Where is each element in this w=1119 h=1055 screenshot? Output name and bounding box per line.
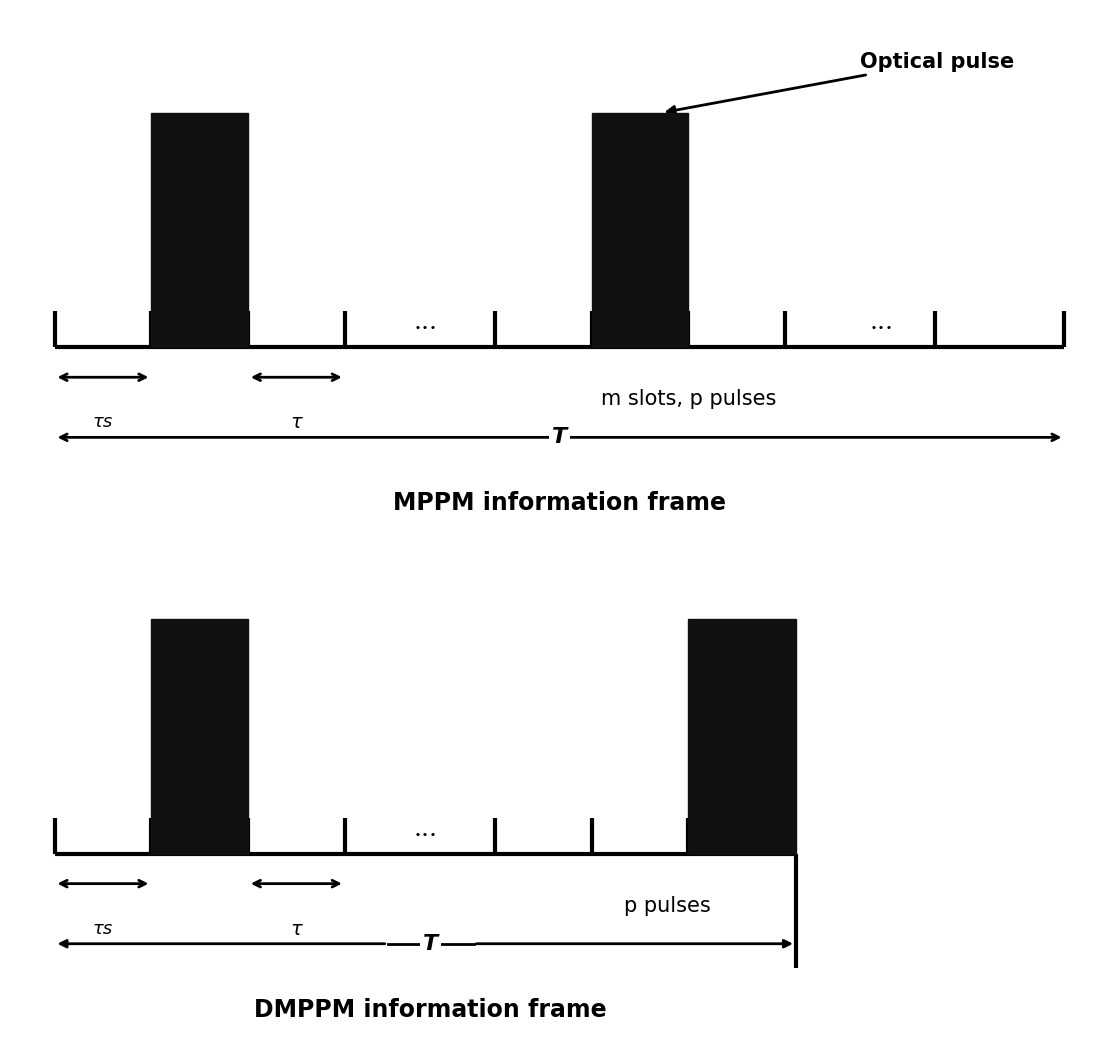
Text: τ: τ (291, 920, 302, 939)
Text: T: T (552, 427, 567, 447)
Text: Optical pulse: Optical pulse (667, 52, 1015, 114)
Bar (592, 113, 688, 347)
Bar (151, 619, 248, 853)
Text: τs: τs (93, 414, 113, 431)
Text: p pulses: p pulses (623, 896, 711, 916)
Bar (688, 619, 796, 853)
Text: ···: ··· (413, 825, 438, 847)
Text: τs: τs (93, 920, 113, 938)
Text: τ: τ (291, 414, 302, 433)
Text: MPPM information frame: MPPM information frame (393, 492, 726, 516)
Text: DMPPM information frame: DMPPM information frame (254, 998, 606, 1022)
Text: ···: ··· (869, 319, 894, 341)
Text: m slots, p pulses: m slots, p pulses (601, 389, 777, 409)
Text: T: T (423, 934, 439, 954)
Text: ···: ··· (413, 319, 438, 341)
Bar (151, 113, 248, 347)
